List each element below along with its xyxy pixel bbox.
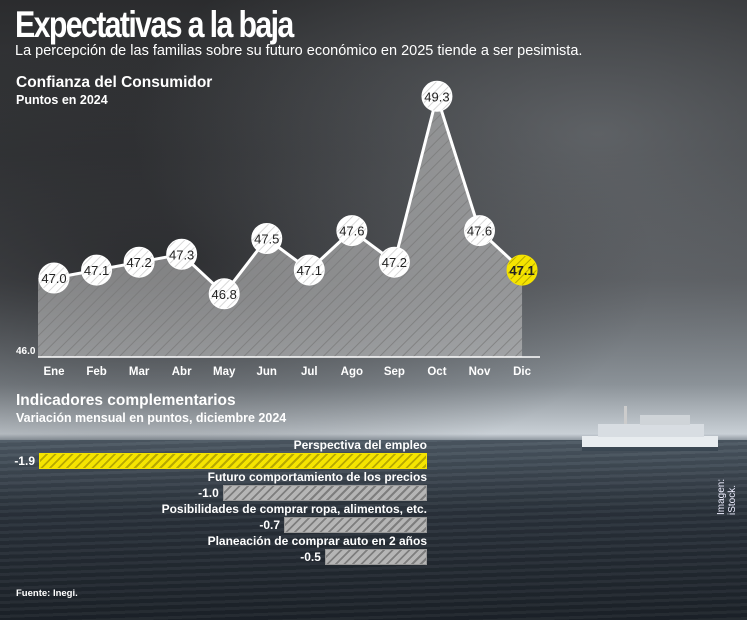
data-point-nov <box>464 215 495 247</box>
x-tick-label: May <box>213 366 236 378</box>
bar-value: -1.9 <box>14 454 35 468</box>
bar-chart-subtitle: Variación mensual en puntos, diciembre 2… <box>16 411 287 425</box>
data-point-jul <box>293 254 325 286</box>
image-credit: Imagen: iStock. <box>716 478 738 515</box>
data-label: 47.1 <box>84 263 109 278</box>
line-chart-title: Confianza del Consumidor <box>16 74 213 91</box>
bar <box>222 485 427 501</box>
x-tick-label: Sep <box>384 366 405 378</box>
bar-label: Futuro comportamiento de los precios <box>207 470 427 484</box>
bar-label: Planeación de comprar auto en 2 años <box>207 534 427 548</box>
bar-chart-title: Indicadores complementarios <box>16 392 236 409</box>
x-tick-label: Dic <box>513 366 532 378</box>
bar-label: Posibilidades de comprar ropa, alimentos… <box>161 502 427 516</box>
x-tick-label: Jul <box>301 366 318 378</box>
y-min-label: 46.0 <box>16 346 36 357</box>
x-tick-label: Abr <box>172 366 192 378</box>
bar-value: -0.5 <box>300 550 321 564</box>
data-label: 46.8 <box>212 287 237 302</box>
area-fill <box>38 96 523 358</box>
data-point-abr <box>166 238 198 270</box>
bar-value: -1.0 <box>198 486 219 500</box>
data-label: 47.0 <box>41 271 66 286</box>
data-point-mar <box>123 246 155 278</box>
data-point-dic <box>506 254 538 286</box>
data-label: 47.3 <box>169 247 194 262</box>
data-label: 47.6 <box>467 224 492 239</box>
data-point-jun <box>251 223 283 254</box>
data-label: 47.2 <box>382 255 407 270</box>
background-sky <box>0 0 747 445</box>
data-label: 47.2 <box>126 255 151 270</box>
x-tick-label: Jun <box>257 366 277 378</box>
x-tick-label: Ene <box>43 366 64 378</box>
data-label: 47.5 <box>254 232 279 247</box>
page-title: Expectativas a la baja <box>15 4 294 45</box>
x-tick-label: Nov <box>469 366 491 378</box>
data-point-sep <box>378 246 410 278</box>
bar <box>324 549 427 565</box>
data-label: 47.6 <box>339 224 364 239</box>
bar <box>284 517 427 533</box>
line-chart-subtitle: Puntos en 2024 <box>16 93 108 107</box>
data-point-may <box>208 278 240 310</box>
data-point-ago <box>336 215 368 247</box>
data-point-feb <box>81 254 113 286</box>
data-label: 47.1 <box>509 263 534 278</box>
data-point-ene <box>38 262 70 294</box>
data-point-oct <box>421 80 453 112</box>
bar-label: Perspectiva del empleo <box>293 438 427 452</box>
data-label: 47.1 <box>297 263 322 278</box>
x-tick-label: Mar <box>129 366 150 378</box>
bar-value: -0.7 <box>259 518 281 532</box>
x-tick-label: Feb <box>86 366 106 378</box>
x-tick-label: Oct <box>427 366 446 378</box>
bar <box>39 453 427 469</box>
data-label: 49.3 <box>424 89 449 104</box>
source-note: Fuente: Inegi. <box>16 588 78 599</box>
page-subtitle: La percepción de las familias sobre su f… <box>15 43 583 59</box>
x-tick-label: Ago <box>341 366 363 378</box>
